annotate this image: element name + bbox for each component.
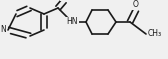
Text: CH₃: CH₃ xyxy=(148,30,162,39)
Text: HN: HN xyxy=(66,18,78,26)
Text: O: O xyxy=(133,0,139,9)
Text: N: N xyxy=(0,25,6,35)
